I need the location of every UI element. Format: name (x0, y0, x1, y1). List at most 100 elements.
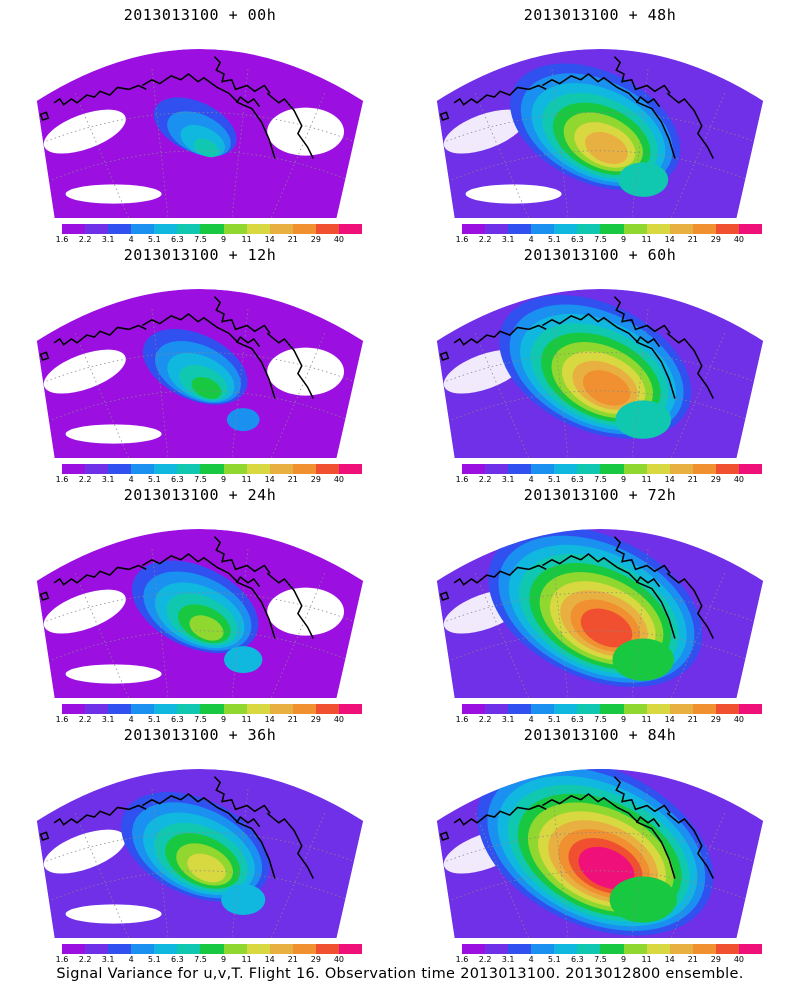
variance-contour (187, 853, 226, 883)
colorbar-segment (531, 224, 555, 234)
colorbar-tick-label: 14 (664, 235, 675, 244)
colorbar-segment (200, 704, 224, 714)
colorbar-segment (177, 704, 201, 714)
colorbar-tick-label: 7.5 (594, 955, 607, 964)
colorbar-tick-label: 14 (264, 475, 275, 484)
colorbar-segment (108, 704, 132, 714)
colorbar-tick-label: 2.2 (78, 955, 92, 964)
coastline (235, 95, 261, 108)
coastline (39, 831, 50, 842)
colorbar-segment (600, 704, 624, 714)
graticule-line (666, 573, 726, 698)
colorbar (62, 464, 363, 474)
colorbar-tick-label: 21 (287, 475, 298, 484)
colorbar-segment (223, 944, 247, 954)
map-panel: 2013013100 + 12h 1.6 2.2 3.1 4 5.1 6.3 7.5 9 11 14… (0, 240, 400, 484)
colorbar-segment (292, 704, 316, 714)
colorbar-segment (246, 944, 270, 954)
colorbar-tick-label: 21 (687, 235, 698, 244)
colorbar-tick-label: 2.2 (478, 955, 492, 964)
colorbar-segment (623, 224, 647, 234)
coastline (453, 84, 547, 106)
colorbar-tick-label: 1.6 (455, 475, 469, 484)
graticule-line (52, 870, 348, 900)
variance-map (36, 769, 364, 938)
graticule-line (46, 112, 354, 142)
coastline (453, 804, 547, 826)
coastline (666, 92, 714, 159)
colorbar-tick-label: 9 (220, 235, 227, 244)
colorbar-segment (338, 464, 363, 474)
colorbar-tick-label: 5.1 (547, 235, 561, 244)
colorbar-tick-label: 14 (264, 955, 275, 964)
colorbar-tick-label: 6.3 (571, 475, 584, 484)
colorbar-tick-label: 29 (710, 235, 721, 244)
colorbar-segment (738, 224, 763, 234)
colorbar-segment (554, 944, 578, 954)
variance-map (36, 289, 364, 458)
colorbar-tick-label: 29 (310, 235, 321, 244)
variance-contour (221, 884, 266, 915)
graticule-line (446, 832, 754, 862)
graticule-line (52, 630, 348, 660)
graticule-line (666, 333, 726, 458)
colorbar-tick-label: 7.5 (194, 955, 207, 964)
low-variance-area (267, 587, 344, 636)
colorbar-tick-label: 7.5 (594, 475, 607, 484)
colorbar-segment (269, 224, 293, 234)
colorbar-segment (223, 704, 247, 714)
graticule-line (474, 333, 534, 458)
colorbar-segment (108, 464, 132, 474)
colorbar-segment (600, 464, 624, 474)
low-variance-area (43, 349, 126, 394)
colorbar-segment (108, 224, 132, 234)
coastline (635, 575, 661, 588)
colorbar-tick-label: 1.6 (455, 715, 469, 724)
colorbar-segment (62, 704, 86, 714)
colorbar-segment (531, 944, 555, 954)
coastline (453, 564, 547, 586)
colorbar-segment (246, 704, 270, 714)
colorbar-segment (154, 464, 178, 474)
colorbar-segment (646, 224, 670, 234)
colorbar-segment (223, 224, 247, 234)
colorbar-segment (669, 704, 693, 714)
graticule-line (452, 150, 748, 180)
colorbar-segment (485, 944, 509, 954)
graticule-line (446, 112, 754, 142)
colorbar-tick-label: 5.1 (147, 235, 161, 244)
graticule-line (52, 150, 348, 180)
colorbar-tick-label: 14 (664, 955, 675, 964)
colorbar-segment (554, 464, 578, 474)
graticule-line (74, 93, 134, 218)
coastline (142, 793, 276, 879)
panel-title: 2013013100 + 24h (123, 486, 277, 504)
colorbar-tick-label: 40 (733, 235, 745, 244)
colorbar-tick-label: 3.1 (101, 235, 115, 244)
colorbar-segment (600, 224, 624, 234)
colorbar-segment (577, 464, 601, 474)
graticule-line (46, 592, 354, 622)
colorbar-tick-label: 6.3 (171, 475, 184, 484)
coastline (235, 815, 261, 828)
coastline (53, 324, 147, 346)
map-panel: 2013013100 + 72h 1.6 2.2 3.1 4 5.1 6.3 7.5 9 11 14… (400, 480, 800, 724)
coastline (666, 812, 714, 879)
map-panel: 2013013100 + 00h 1.6 2.2 3.1 4 5.1 6.3 7.5 9 11 14… (0, 0, 400, 244)
colorbar-tick-label: 1.6 (55, 235, 69, 244)
colorbar-tick-label: 2.2 (78, 715, 92, 724)
colorbar-segment (485, 224, 509, 234)
colorbar-tick-label: 3.1 (101, 715, 115, 724)
graticule-line (474, 813, 534, 938)
coastline (666, 572, 714, 639)
colorbar-tick-label: 9 (620, 715, 627, 724)
colorbar-tick-label: 4 (528, 475, 534, 484)
coastline (613, 296, 671, 334)
colorbar-segment (292, 224, 316, 234)
colorbar (462, 464, 763, 474)
colorbar-segment (485, 464, 509, 474)
colorbar-tick-label: 6.3 (571, 715, 584, 724)
variance-contour (578, 846, 635, 890)
colorbar-tick-label: 1.6 (55, 475, 69, 484)
colorbar-labels: 1.6 2.2 3.1 4 5.1 6.3 7.5 9 11 14 21 29 40 (56, 475, 362, 485)
